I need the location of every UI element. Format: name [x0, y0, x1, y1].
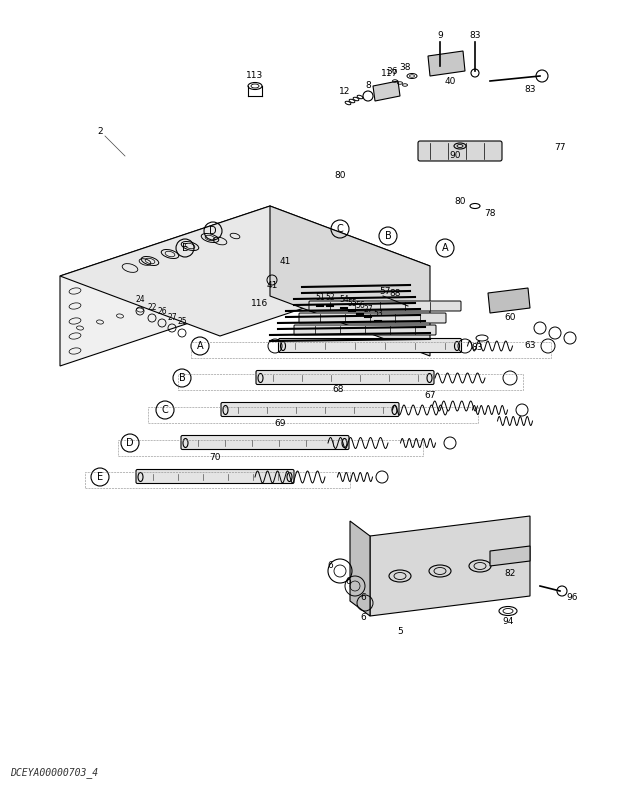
FancyBboxPatch shape: [418, 141, 502, 161]
Text: 96: 96: [566, 594, 578, 603]
Text: 94: 94: [502, 616, 514, 626]
FancyBboxPatch shape: [299, 313, 446, 323]
Text: A: A: [197, 341, 203, 351]
Text: B: B: [384, 231, 391, 241]
Text: 83: 83: [469, 32, 481, 41]
Polygon shape: [490, 546, 530, 566]
Text: 70: 70: [210, 452, 221, 462]
Bar: [118, 440, 423, 456]
Text: 83: 83: [471, 344, 483, 353]
Text: D: D: [126, 438, 134, 448]
Text: 55: 55: [347, 298, 357, 307]
Text: A: A: [441, 243, 448, 253]
Text: 88: 88: [389, 290, 401, 298]
Text: 26: 26: [157, 307, 167, 317]
Text: 53: 53: [373, 309, 383, 318]
Text: 52: 52: [325, 294, 335, 302]
Text: 6: 6: [345, 576, 351, 586]
Text: 80: 80: [334, 171, 346, 181]
FancyBboxPatch shape: [278, 338, 461, 353]
Text: 36: 36: [386, 68, 398, 76]
Bar: [191, 342, 551, 358]
Text: 51: 51: [315, 294, 325, 302]
Text: 40: 40: [445, 76, 456, 85]
FancyBboxPatch shape: [256, 370, 434, 384]
FancyBboxPatch shape: [181, 435, 349, 450]
Text: 9: 9: [437, 32, 443, 41]
Text: C: C: [337, 224, 343, 234]
Text: C: C: [162, 405, 169, 415]
Bar: [148, 407, 478, 423]
Text: D: D: [209, 226, 217, 236]
Text: 12: 12: [339, 87, 351, 96]
Text: 2: 2: [97, 127, 103, 135]
Text: 90: 90: [450, 151, 461, 161]
Polygon shape: [488, 288, 530, 313]
Text: E: E: [182, 243, 188, 253]
Text: 22: 22: [148, 302, 157, 311]
Polygon shape: [60, 206, 430, 336]
Text: 27: 27: [363, 305, 373, 314]
Text: 25: 25: [177, 318, 187, 326]
Polygon shape: [350, 521, 370, 616]
FancyBboxPatch shape: [294, 325, 436, 335]
Polygon shape: [60, 206, 270, 366]
Text: 60: 60: [504, 314, 516, 322]
Text: 6: 6: [360, 594, 366, 603]
Text: 78: 78: [484, 209, 496, 217]
Polygon shape: [373, 81, 400, 101]
Text: 54: 54: [339, 295, 349, 305]
Text: 63: 63: [525, 341, 536, 350]
Text: 113: 113: [246, 72, 264, 80]
Text: 116: 116: [251, 299, 268, 309]
Text: B: B: [179, 373, 185, 383]
Bar: [178, 374, 523, 390]
Text: 56: 56: [355, 302, 365, 310]
Text: 117: 117: [381, 69, 399, 79]
Text: 57: 57: [379, 287, 391, 295]
Text: 83: 83: [525, 85, 536, 95]
Text: 24: 24: [135, 295, 145, 305]
Polygon shape: [270, 206, 430, 356]
Text: 82: 82: [504, 568, 516, 578]
Text: 5: 5: [397, 626, 403, 635]
Text: 67: 67: [424, 392, 436, 400]
Text: 41: 41: [280, 256, 291, 266]
Polygon shape: [370, 516, 530, 616]
Polygon shape: [428, 51, 465, 76]
FancyBboxPatch shape: [136, 470, 294, 483]
Text: 68: 68: [332, 385, 343, 395]
FancyBboxPatch shape: [221, 403, 399, 416]
Text: DCEYA00000703_4: DCEYA00000703_4: [10, 767, 98, 778]
Bar: [85, 472, 350, 488]
Text: E: E: [97, 472, 103, 482]
Text: 77: 77: [554, 143, 565, 153]
Text: 27: 27: [167, 313, 177, 322]
Text: 69: 69: [274, 419, 286, 427]
Text: 38: 38: [399, 64, 410, 72]
Text: 6: 6: [360, 614, 366, 622]
FancyBboxPatch shape: [309, 301, 461, 311]
Text: 80: 80: [454, 197, 466, 205]
Text: 41: 41: [267, 282, 278, 291]
Text: 8: 8: [365, 81, 371, 91]
Text: 6: 6: [327, 561, 333, 571]
